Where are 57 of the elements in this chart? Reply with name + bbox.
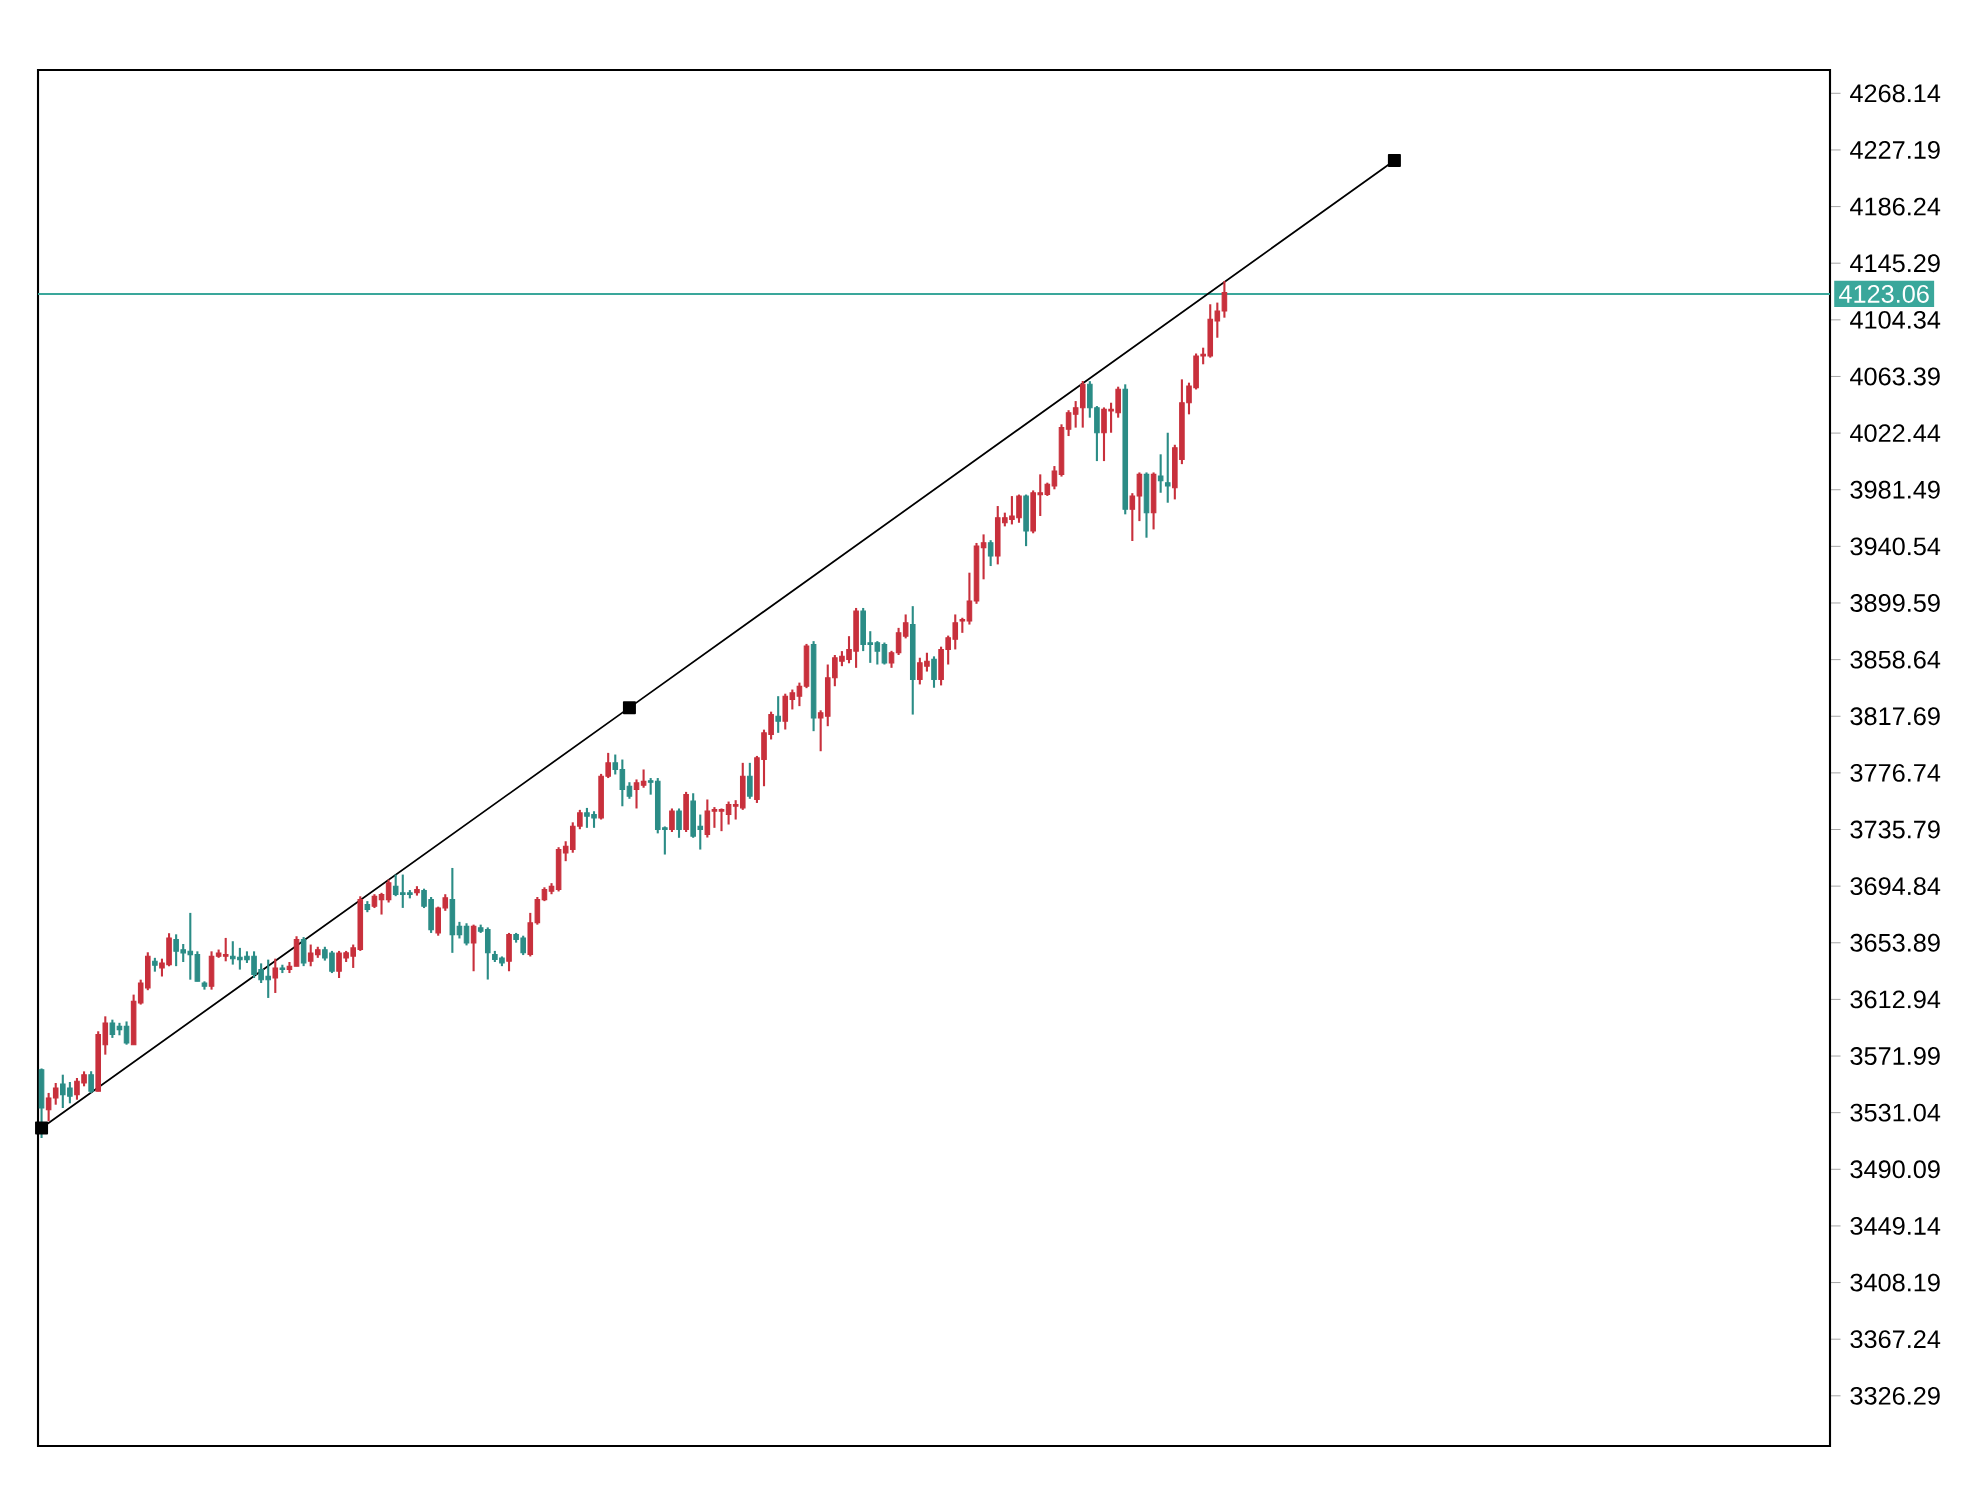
candlestick xyxy=(272,957,279,995)
y-tick-label: 3612.94 xyxy=(1850,990,1941,1009)
y-tick-label: 3326.29 xyxy=(1850,1386,1940,1405)
y-tick-label: 3449.14 xyxy=(1850,1216,1941,1235)
candlestick xyxy=(796,681,803,708)
y-tick-label: 4145.29 xyxy=(1850,254,1940,273)
candlestick xyxy=(775,695,781,734)
candlestick xyxy=(966,571,973,626)
y-tick-label: 3735.79 xyxy=(1850,820,1940,839)
y-tick-label: 3531.04 xyxy=(1850,1103,1941,1122)
y-tick-label: 4227.19 xyxy=(1850,141,1940,159)
candlestick xyxy=(1129,492,1136,543)
y-tick-label: 3899.59 xyxy=(1850,594,1940,612)
candlestick xyxy=(881,641,888,666)
y-tick-label: 3776.74 xyxy=(1850,763,1941,782)
y-tick-label: 3858.64 xyxy=(1850,650,1941,669)
candlestick xyxy=(1164,431,1171,504)
point xyxy=(35,1121,49,1135)
y-tick-label: 3367.24 xyxy=(1850,1330,1941,1349)
y-tick-label: 4063.39 xyxy=(1850,367,1940,386)
point xyxy=(622,701,636,715)
ref-line-label: 4123.06 xyxy=(1839,285,1929,303)
candlestick xyxy=(378,891,385,916)
y-tick-label: 3490.09 xyxy=(1850,1160,1940,1179)
candlestick xyxy=(718,807,725,833)
y-tick-label: 3940.54 xyxy=(1850,537,1941,556)
y-tick-label: 3653.89 xyxy=(1850,933,1940,952)
candlestick xyxy=(711,806,718,829)
candlestick xyxy=(1136,471,1143,523)
candlestick xyxy=(1051,465,1058,491)
y-tick-label: 3981.49 xyxy=(1850,480,1940,499)
candlestick xyxy=(1157,453,1164,494)
candlestick xyxy=(931,655,937,689)
candlestick xyxy=(669,807,675,834)
candlestick xyxy=(747,761,753,800)
candlestick xyxy=(88,1070,94,1094)
candlestick xyxy=(463,922,470,947)
candlestick xyxy=(123,1020,130,1046)
candlestick xyxy=(470,923,477,973)
candlestick xyxy=(704,798,711,839)
y-tick-label: 3408.19 xyxy=(1850,1273,1940,1292)
y-tick-label: 3571.99 xyxy=(1850,1047,1940,1065)
candlestick xyxy=(109,1018,116,1039)
candlestick xyxy=(300,936,307,968)
y-tick-label: 4022.44 xyxy=(1850,424,1941,443)
y-tick-label: 3817.69 xyxy=(1850,707,1940,726)
y-tick-label: 3694.84 xyxy=(1850,877,1941,896)
y-tick-label: 4104.34 xyxy=(1850,310,1941,329)
point xyxy=(1387,153,1401,167)
candlestick xyxy=(640,768,647,789)
y-tick-label: 4186.24 xyxy=(1850,197,1941,216)
candlestick xyxy=(385,878,392,904)
candlestick xyxy=(676,807,682,839)
candlestick xyxy=(980,533,987,581)
candlestick xyxy=(987,539,994,568)
y-tick-label: 4268.14 xyxy=(1850,84,1941,103)
candlestick xyxy=(633,778,640,810)
